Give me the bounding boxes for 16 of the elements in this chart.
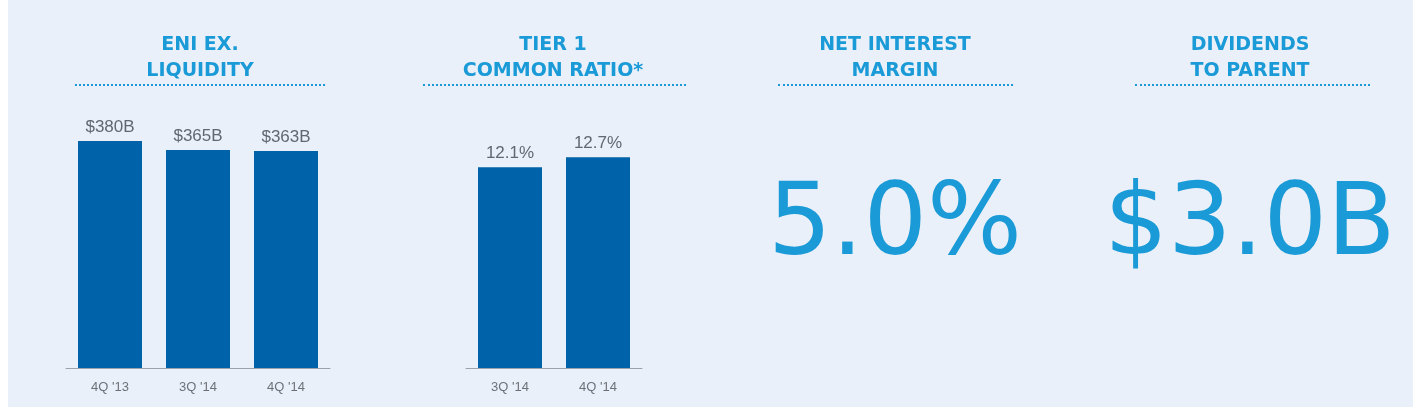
text: $3.0B	[1103, 160, 1397, 280]
x-tick-label: 3Q '14	[491, 379, 529, 394]
data-label: 12.7%	[573, 133, 623, 153]
chart-title: TIER 1 COMMON RATIO*	[461, 31, 645, 82]
data-label: $380B	[85, 116, 135, 136]
text: DIVIDENDS TO PARENT	[1189, 31, 1311, 82]
chart-title: ENI EX. LIQUIDITY	[145, 31, 255, 82]
text: NET INTEREST MARGIN	[818, 31, 972, 82]
text: 5.0%	[766, 160, 1024, 280]
x-tick-label: 4Q '14	[579, 379, 617, 394]
data-label: $363B	[261, 127, 311, 147]
x-tick-label: 4Q '14	[267, 379, 305, 394]
x-tick-label: 4Q '13	[91, 379, 129, 394]
x-tick-label: 3Q '14	[179, 379, 217, 394]
data-label: 12.1%	[485, 143, 535, 163]
data-label: $365B	[173, 125, 223, 145]
